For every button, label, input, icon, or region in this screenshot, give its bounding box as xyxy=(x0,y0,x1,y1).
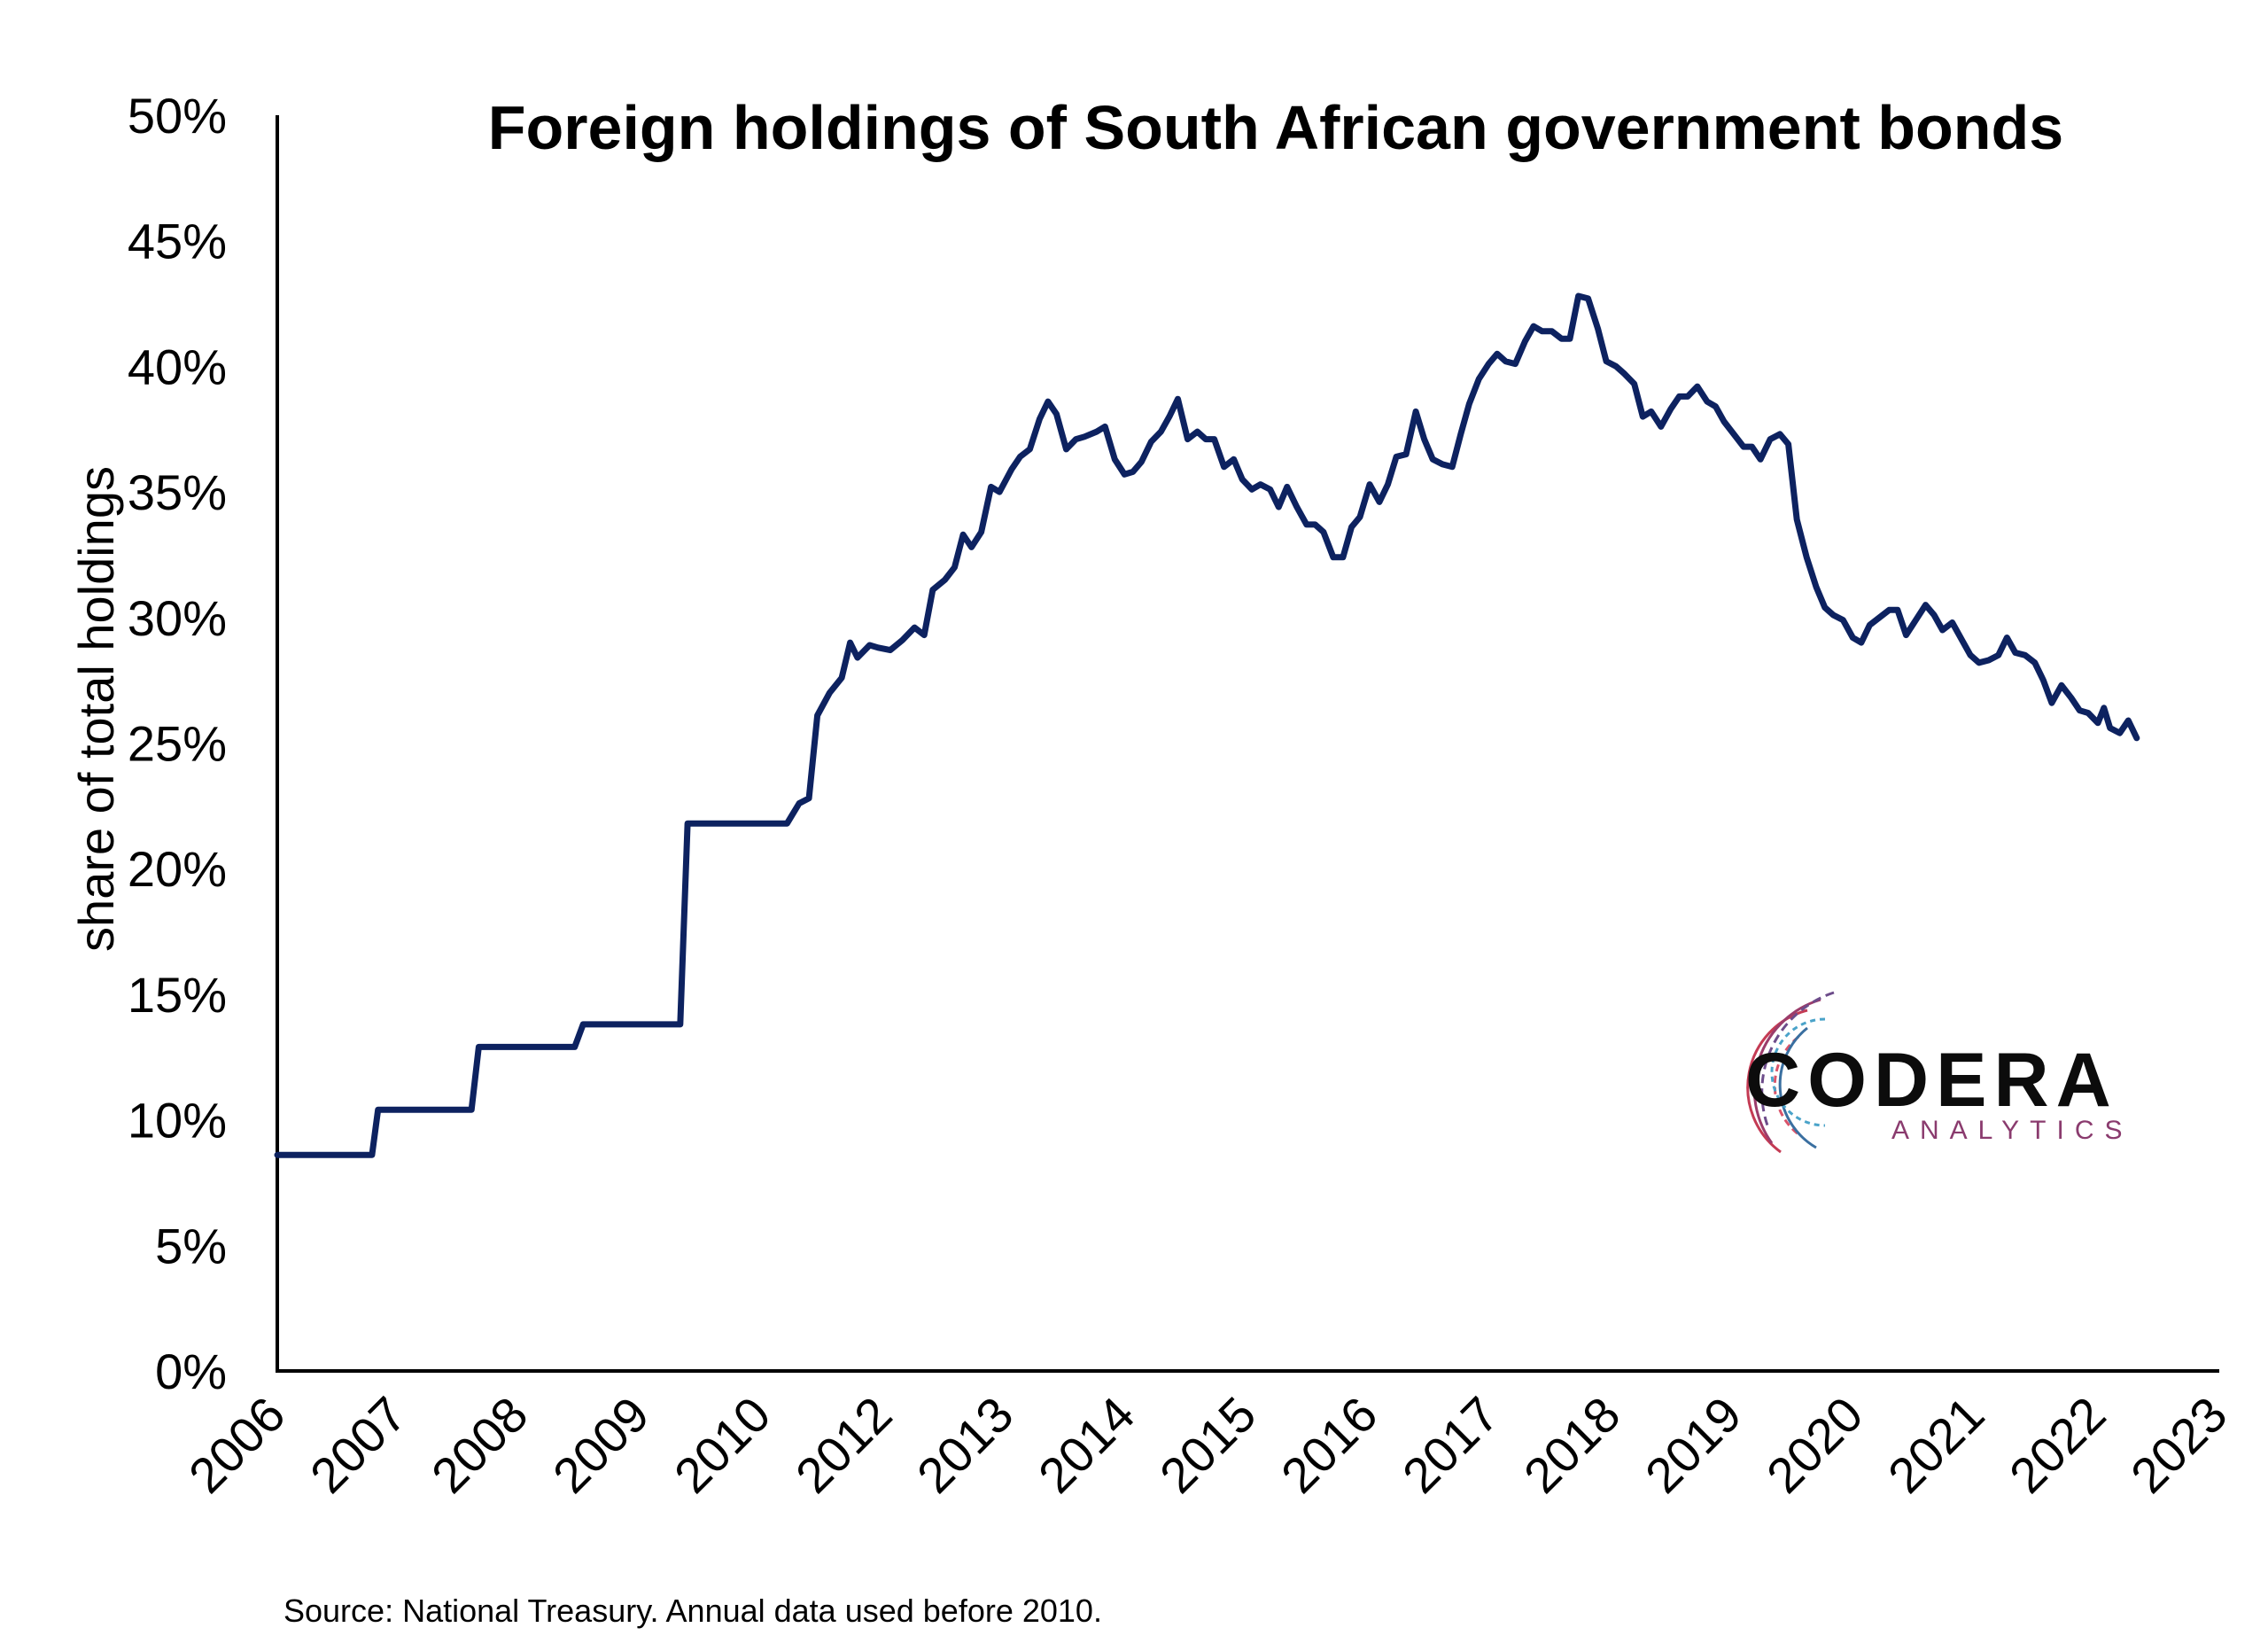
logo-sub: ANALYTICS xyxy=(1891,1116,2133,1145)
x-axis-ticks: 2006 2007 2008 2009 2010 2012 2013 2014 2015 2016… xyxy=(178,1386,2238,1504)
y-tick-label: 30% xyxy=(128,590,227,646)
x-tick-label: 2006 xyxy=(178,1386,296,1504)
x-tick-label: 2015 xyxy=(1149,1386,1267,1504)
y-tick-label: 10% xyxy=(128,1093,227,1149)
x-tick-label: 2013 xyxy=(906,1386,1024,1504)
codera-logo: CODERA ANALYTICS xyxy=(1745,991,2133,1154)
y-tick-label: 40% xyxy=(128,339,227,394)
y-axis-label: share of total holdings xyxy=(68,466,124,952)
y-tick-label: 35% xyxy=(128,464,227,520)
x-tick-label: 2010 xyxy=(664,1386,781,1504)
x-tick-label: 2023 xyxy=(2120,1386,2238,1504)
x-tick-label: 2012 xyxy=(785,1386,903,1504)
y-tick-label: 25% xyxy=(128,716,227,772)
x-tick-label: 2016 xyxy=(1270,1386,1388,1504)
chart-title: Foreign holdings of South African govern… xyxy=(488,93,2063,162)
y-tick-label: 15% xyxy=(128,967,227,1023)
x-tick-label: 2022 xyxy=(1999,1386,2117,1504)
logo-name: CODERA xyxy=(1745,1038,2118,1123)
x-tick-label: 2008 xyxy=(421,1386,539,1504)
y-tick-label: 0% xyxy=(155,1343,227,1399)
logo-arcs-icon xyxy=(1746,991,1835,1154)
x-tick-label: 2009 xyxy=(542,1386,660,1504)
y-tick-label: 5% xyxy=(155,1218,227,1273)
x-tick-label: 2021 xyxy=(1877,1386,1995,1504)
y-axis-ticks: 0% 5% 10% 15% 20% 25% 30% 35% 40% 45% 50% xyxy=(128,88,227,1399)
x-tick-label: 2019 xyxy=(1635,1386,1752,1504)
x-tick-label: 2014 xyxy=(1028,1386,1146,1504)
y-tick-label: 50% xyxy=(128,88,227,144)
x-tick-label: 2007 xyxy=(299,1386,417,1504)
x-tick-label: 2018 xyxy=(1513,1386,1631,1504)
source-note: Source: National Treasury. Annual data u… xyxy=(284,1593,1102,1629)
y-tick-label: 45% xyxy=(128,214,227,269)
x-tick-label: 2020 xyxy=(1756,1386,1874,1504)
series-line xyxy=(274,292,2140,1158)
x-tick-label: 2017 xyxy=(1392,1386,1510,1504)
y-tick-label: 20% xyxy=(128,841,227,897)
